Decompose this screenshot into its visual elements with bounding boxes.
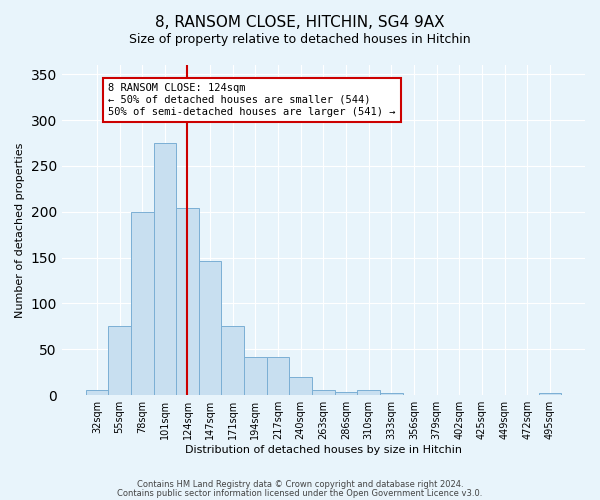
Bar xyxy=(108,326,131,395)
Bar xyxy=(244,356,267,395)
Text: 8 RANSOM CLOSE: 124sqm
← 50% of detached houses are smaller (544)
50% of semi-de: 8 RANSOM CLOSE: 124sqm ← 50% of detached… xyxy=(108,84,396,116)
Text: 8, RANSOM CLOSE, HITCHIN, SG4 9AX: 8, RANSOM CLOSE, HITCHIN, SG4 9AX xyxy=(155,15,445,30)
Bar xyxy=(335,392,358,395)
Bar xyxy=(380,394,403,395)
Text: Size of property relative to detached houses in Hitchin: Size of property relative to detached ho… xyxy=(129,32,471,46)
Bar xyxy=(539,394,561,395)
Bar xyxy=(358,390,380,395)
Bar xyxy=(221,326,244,395)
Text: Contains HM Land Registry data © Crown copyright and database right 2024.: Contains HM Land Registry data © Crown c… xyxy=(137,480,463,489)
Text: Contains public sector information licensed under the Open Government Licence v3: Contains public sector information licen… xyxy=(118,489,482,498)
Bar xyxy=(176,208,199,395)
Bar xyxy=(199,262,221,395)
Bar xyxy=(154,143,176,395)
Bar xyxy=(131,212,154,395)
Bar xyxy=(312,390,335,395)
Bar xyxy=(86,390,108,395)
Y-axis label: Number of detached properties: Number of detached properties xyxy=(15,142,25,318)
Bar xyxy=(289,377,312,395)
X-axis label: Distribution of detached houses by size in Hitchin: Distribution of detached houses by size … xyxy=(185,445,462,455)
Bar xyxy=(267,356,289,395)
